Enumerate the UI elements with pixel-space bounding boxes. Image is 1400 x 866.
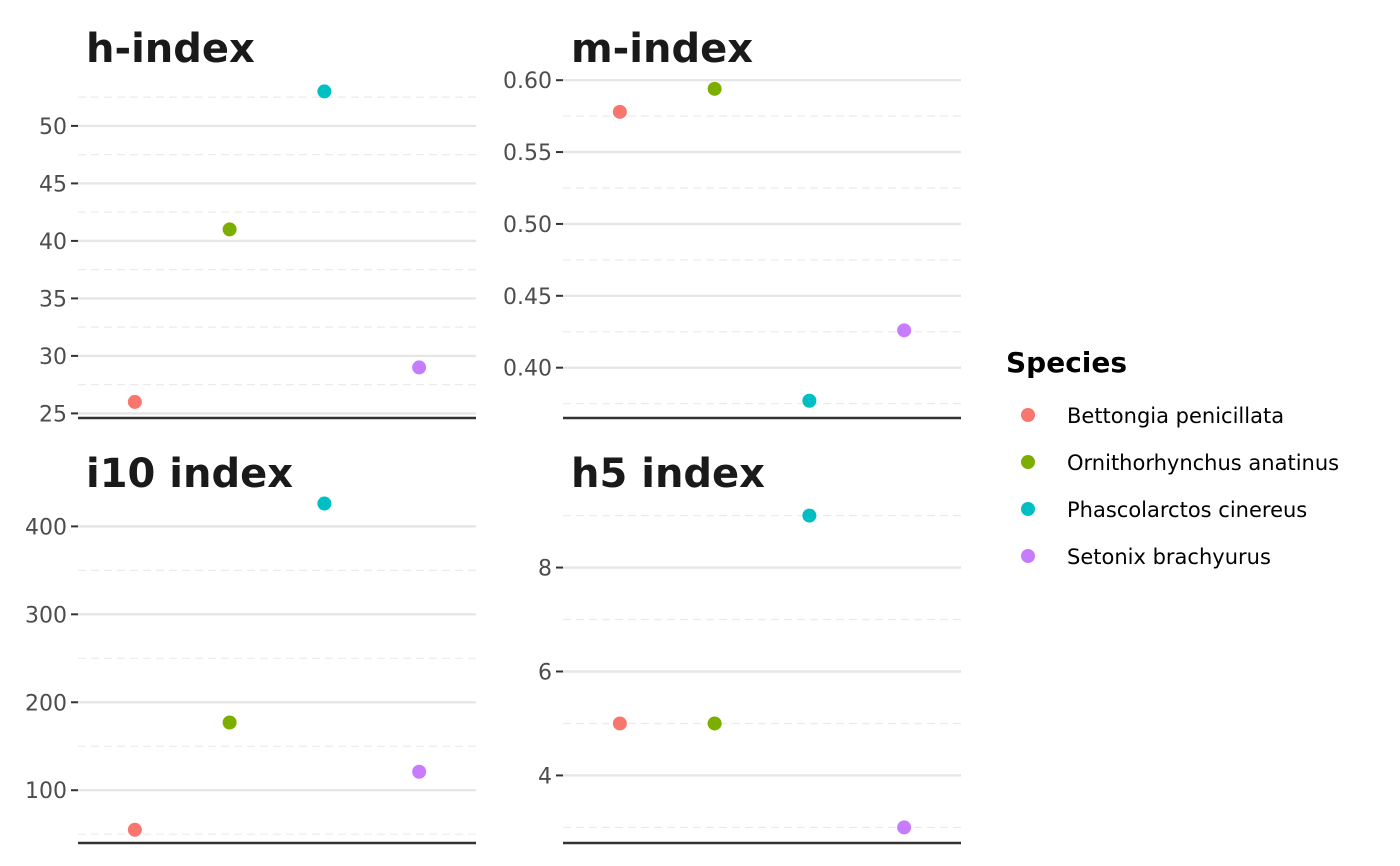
legend-item: Bettongia penicillata [1021,404,1284,428]
data-point-setonix [897,820,912,835]
legend-marker [1021,502,1035,516]
data-point-phascolarctos [317,84,332,99]
legend-marker [1021,549,1035,563]
data-point-setonix [412,764,427,779]
data-point-bettongia [127,822,142,837]
data-point-ornithorhynchus [707,716,722,731]
data-point-setonix [897,323,912,338]
y-tick-label: 30 [39,345,67,370]
y-tick-label: 6 [538,661,552,686]
legend-item: Setonix brachyurus [1021,545,1271,569]
panel-h5-index: 4 6 8 h5 index [538,451,961,845]
legend-label: Ornithorhynchus anatinus [1067,451,1339,475]
legend-label: Phascolarctos cinereus [1067,498,1307,522]
panel-title: h5 index [571,451,765,497]
panel-title: i10 index [86,451,293,497]
data-point-phascolarctos [802,393,817,408]
y-tick-label: 100 [25,779,67,804]
data-point-ornithorhynchus [222,222,237,237]
data-point-bettongia [612,716,627,731]
y-tick-label: 300 [25,603,67,628]
legend-label: Setonix brachyurus [1067,545,1271,569]
y-tick-label: 8 [538,557,552,582]
y-tick-label: 50 [39,115,67,140]
chart-panels: 25 30 35 40 45 50 h-index 0.40 0.45 0.50 0.55 0.60 m… [25,26,961,845]
legend-item: Phascolarctos cinereus [1021,498,1307,522]
legend-items: Bettongia penicillata Ornithorhynchus ana… [1021,404,1339,569]
data-point-phascolarctos [317,496,332,511]
y-tick-label: 0.40 [503,357,552,382]
data-point-phascolarctos [802,508,817,523]
y-tick-label: 40 [39,230,67,255]
data-point-bettongia [127,394,142,409]
data-point-bettongia [612,104,627,119]
y-tick-label: 0.45 [503,285,552,310]
y-tick-label: 45 [39,172,67,197]
panel-h-index: 25 30 35 40 45 50 h-index [39,26,476,427]
panel-title: h-index [86,26,255,72]
y-tick-label: 35 [39,287,67,312]
data-point-ornithorhynchus [707,81,722,96]
panel-m-index: 0.40 0.45 0.50 0.55 0.60 m-index [503,26,961,420]
panel-title: m-index [571,26,753,72]
data-point-setonix [412,360,427,375]
y-tick-label: 0.50 [503,213,552,238]
y-tick-label: 25 [39,402,67,427]
data-point-ornithorhynchus [222,715,237,730]
legend-label: Bettongia penicillata [1067,404,1284,428]
y-tick-label: 400 [25,515,67,540]
y-tick-label: 4 [538,764,552,789]
y-tick-label: 200 [25,691,67,716]
y-tick-label: 0.60 [503,69,552,94]
legend-marker [1021,455,1035,469]
legend-title: Species [1006,346,1127,379]
legend-item: Ornithorhynchus anatinus [1021,451,1339,475]
y-tick-label: 0.55 [503,141,552,166]
legend-marker [1021,408,1035,422]
legend: Species Bettongia penicillata Ornithorhyn… [1006,346,1339,569]
panel-i10-index: 100 200 300 400 i10 index [25,451,476,845]
